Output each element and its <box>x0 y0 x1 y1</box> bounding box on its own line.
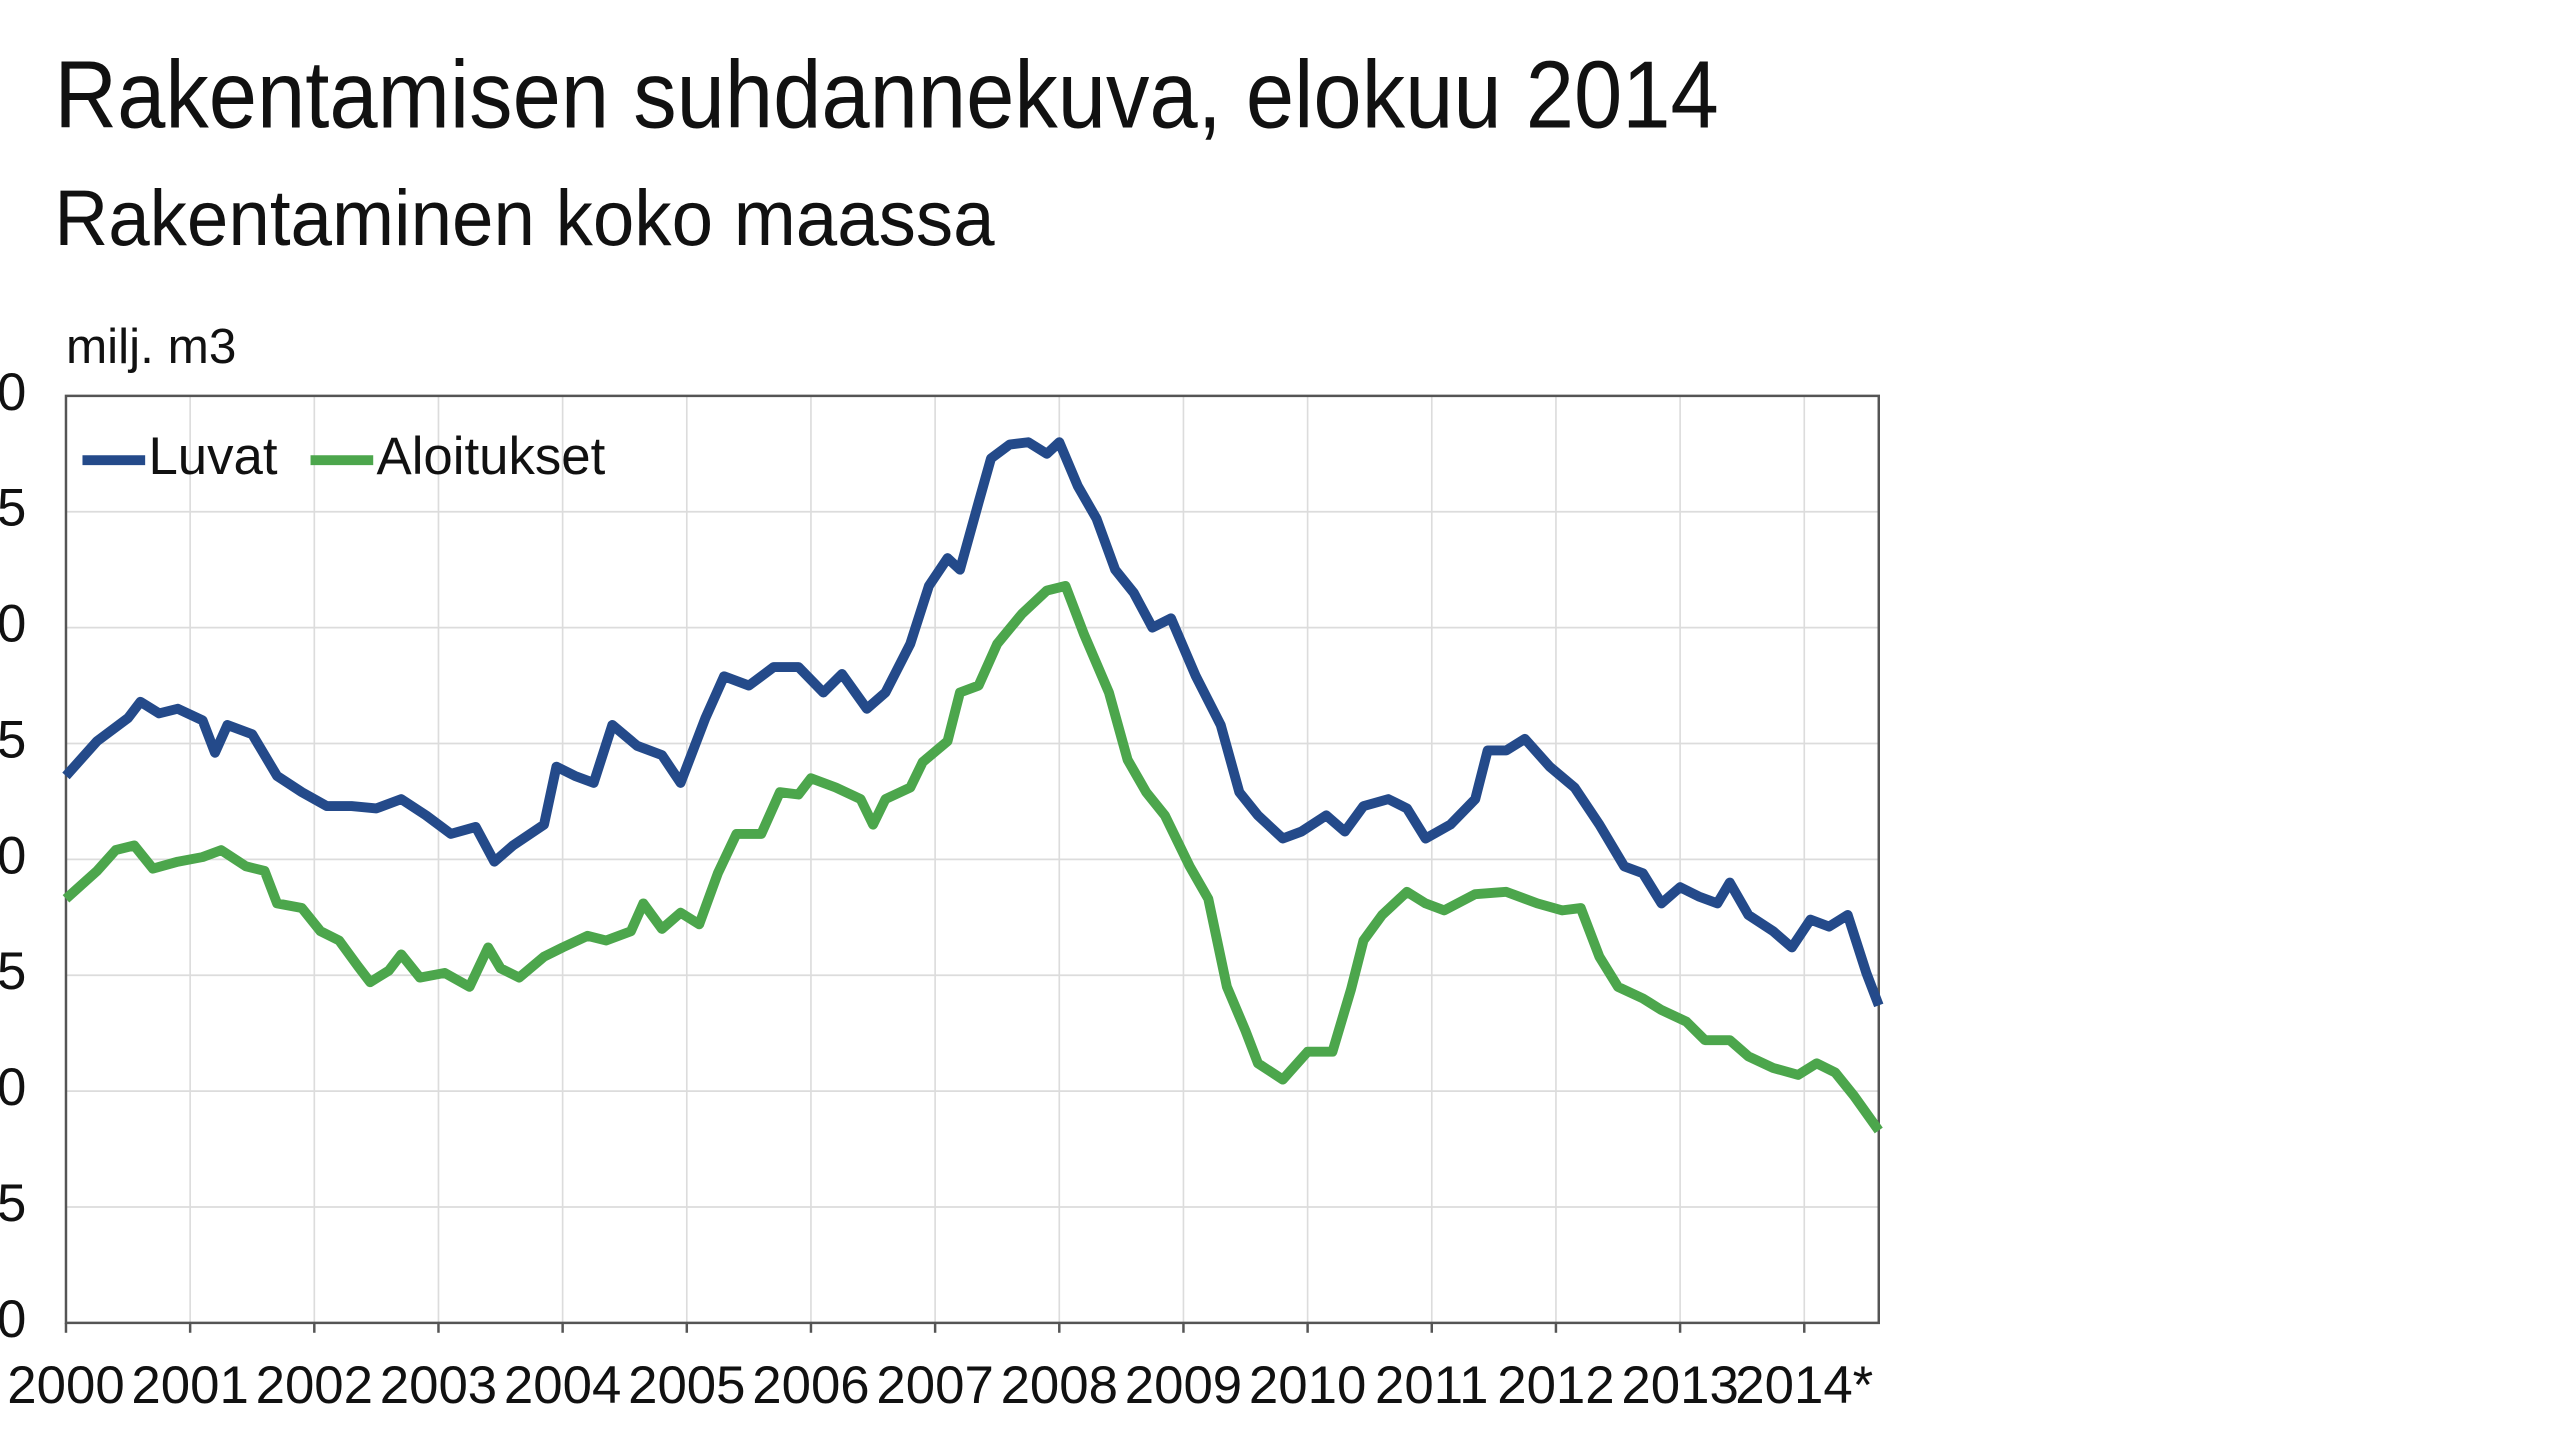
line-series <box>62 580 1883 1134</box>
x-tick-label: 2005 <box>628 1356 745 1415</box>
y-axis-label: milj. m3 <box>66 319 236 374</box>
y-tick-label: 15 <box>0 942 26 1001</box>
y-tick-label: 30 <box>0 595 26 654</box>
x-tick-label: 2007 <box>876 1356 993 1415</box>
x-tick-label: 2014* <box>1735 1356 1873 1415</box>
plot-border <box>64 394 1880 1325</box>
y-tick-label: 5 <box>0 1174 26 1233</box>
x-tick-label: 2002 <box>256 1356 373 1415</box>
x-tick-label: 2009 <box>1125 1356 1242 1415</box>
legend-label: Aloitukset <box>377 427 606 486</box>
y-tick-label: 35 <box>0 479 26 538</box>
chart-title: Rakentamisen suhdannekuva, elokuu 2014 <box>54 42 1718 149</box>
x-tick-label: 2004 <box>504 1356 621 1415</box>
y-tick-label: 20 <box>0 826 26 885</box>
x-tick-label: 2013 <box>1621 1356 1738 1415</box>
x-tick-label: 2000 <box>7 1356 124 1415</box>
line-series <box>62 437 1884 1008</box>
y-tick-label: 25 <box>0 710 26 769</box>
y-tick-label: 0 <box>0 1290 26 1349</box>
x-tick-label: 2011 <box>1375 1356 1488 1415</box>
x-tick-label: 2012 <box>1497 1356 1614 1415</box>
x-tick-label: 2010 <box>1249 1356 1366 1415</box>
x-tick-label: 2003 <box>380 1356 497 1415</box>
y-tick-label: 40 <box>0 363 26 422</box>
x-tick-label: 2006 <box>752 1356 869 1415</box>
x-tick-label: 2001 <box>131 1356 248 1415</box>
x-tick-label: 2008 <box>1001 1356 1118 1415</box>
legend-label: Luvat <box>148 427 277 486</box>
y-tick-label: 10 <box>0 1058 26 1117</box>
chart-subtitle: Rakentaminen koko maassa <box>54 173 995 262</box>
